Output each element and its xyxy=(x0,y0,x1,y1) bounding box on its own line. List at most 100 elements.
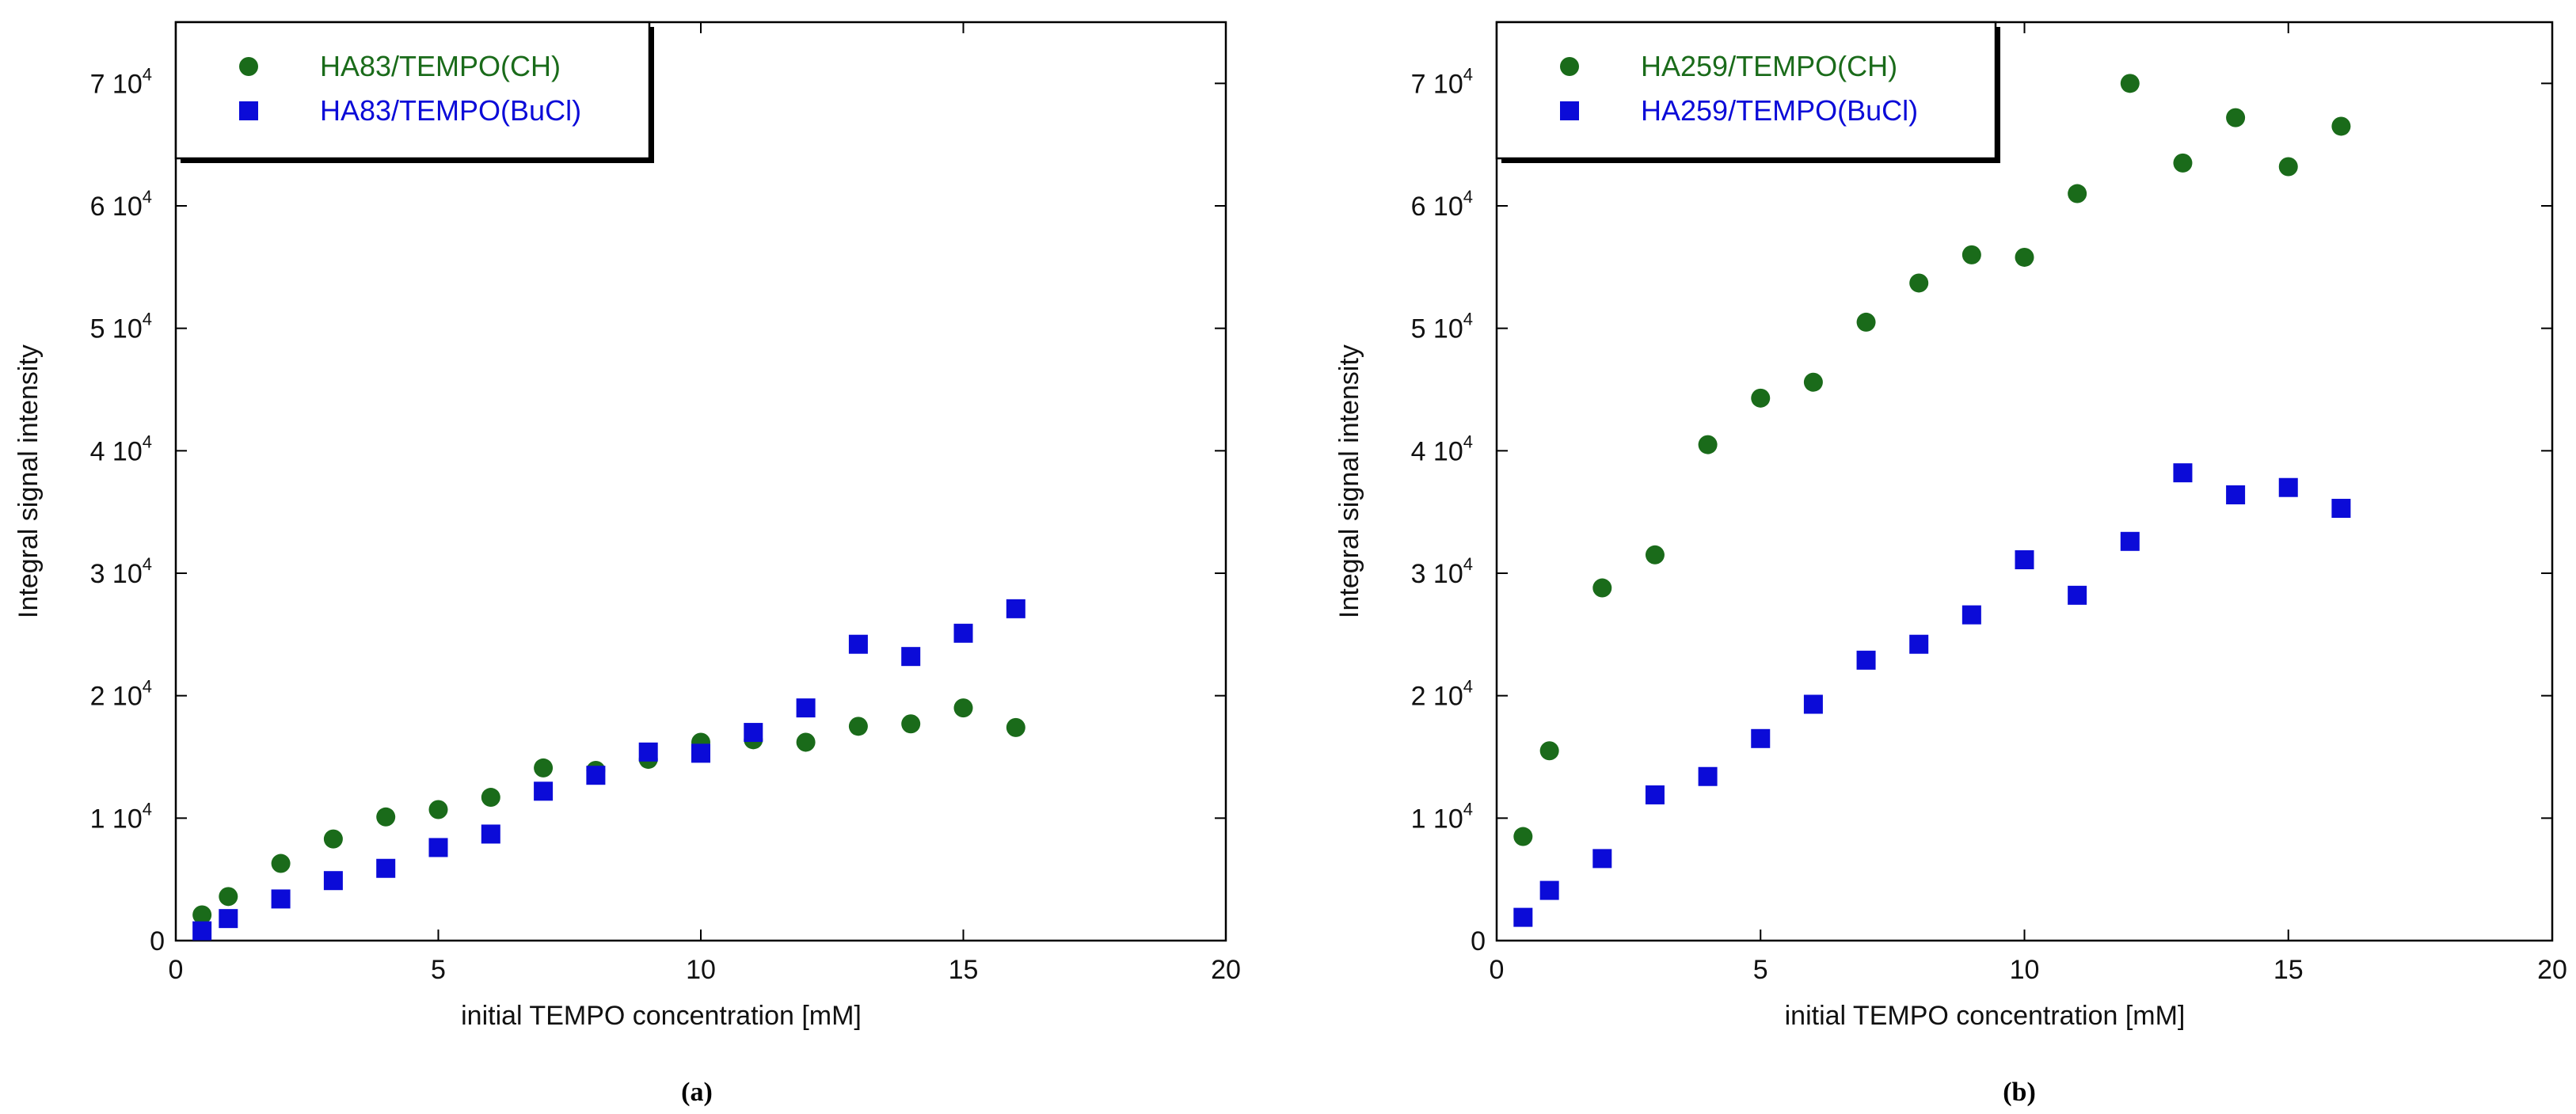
data-point xyxy=(1803,372,1823,392)
y-tick-label: 2 104 xyxy=(90,677,152,712)
legend-marker xyxy=(239,57,258,76)
data-point xyxy=(1592,578,1612,598)
data-point xyxy=(1006,717,1025,737)
y-tick-label: 6 104 xyxy=(90,187,152,222)
legend-marker xyxy=(1560,57,1579,76)
data-point xyxy=(1513,827,1533,846)
data-point xyxy=(1539,880,1559,900)
y-tick-label: 5 104 xyxy=(90,310,152,344)
data-point xyxy=(2068,585,2087,605)
legend-entry: HA83/TEMPO(BuCl) xyxy=(320,94,581,127)
x-tick-label: 20 xyxy=(1211,955,1241,985)
legend-entry: HA259/TEMPO(BuCl) xyxy=(1641,94,1918,127)
data-point xyxy=(1751,388,1771,408)
y-tick-label: 5 104 xyxy=(1411,310,1473,344)
data-point xyxy=(1698,435,1718,454)
data-point xyxy=(376,858,396,878)
data-point xyxy=(744,723,763,743)
y-axis-label: Integral signal intensity xyxy=(1334,344,1364,618)
data-point xyxy=(2068,184,2087,203)
data-point xyxy=(2331,499,2351,519)
data-point xyxy=(534,781,554,801)
data-point xyxy=(2226,108,2246,127)
data-point xyxy=(1856,312,1876,332)
data-point xyxy=(219,909,238,929)
data-point xyxy=(586,766,606,785)
data-point xyxy=(2015,247,2034,267)
series-square xyxy=(1513,463,2351,927)
data-point xyxy=(2120,74,2140,93)
data-point xyxy=(848,717,868,736)
data-point xyxy=(271,854,291,873)
y-tick-label: 1 104 xyxy=(1411,799,1473,834)
data-point xyxy=(848,634,868,654)
y-tick-label: 3 104 xyxy=(1411,554,1473,589)
data-point xyxy=(1961,245,1981,264)
data-point xyxy=(2120,531,2140,551)
data-point xyxy=(1856,650,1876,670)
data-point xyxy=(1909,273,1929,293)
data-point xyxy=(796,698,816,718)
y-tick-label: 1 104 xyxy=(90,799,152,834)
data-point xyxy=(481,824,500,844)
legend-entry: HA259/TEMPO(CH) xyxy=(1641,50,1897,82)
data-point xyxy=(192,921,212,941)
x-tick-label: 10 xyxy=(2010,955,2040,985)
data-point xyxy=(1909,634,1929,654)
data-point xyxy=(271,889,291,909)
data-point xyxy=(2278,477,2298,497)
y-tick-label: 3 104 xyxy=(90,554,152,589)
legend: HA259/TEMPO(CH) HA259/TEMPO(BuCl) xyxy=(1495,21,2000,163)
legend-box xyxy=(1495,21,1997,160)
y-tick-label: 4 104 xyxy=(1411,432,1473,466)
x-tick-label: 0 xyxy=(1490,955,1505,985)
data-point xyxy=(2015,549,2034,569)
data-point xyxy=(2278,157,2298,177)
data-point xyxy=(534,758,554,778)
data-point xyxy=(219,887,238,907)
legend: HA83/TEMPO(CH) HA83/TEMPO(BuCl) xyxy=(174,21,654,163)
x-tick-label: 15 xyxy=(949,955,979,985)
data-point xyxy=(691,743,710,763)
data-point xyxy=(1803,694,1823,714)
data-point xyxy=(638,742,658,762)
y-tick-label: 7 104 xyxy=(90,64,152,99)
data-point xyxy=(481,788,500,808)
y-axis-label: Integral signal intensity xyxy=(13,344,44,618)
y-tick-label: 0 xyxy=(150,926,165,956)
x-axis-label: initial TEMPO concentration [mM] xyxy=(1785,1001,2186,1031)
chart-panel-a: 0 5 10 15 20 0 1 104 2 104 3 104 4 104 5 104 6 104 7… xyxy=(13,21,1241,1107)
x-axis-label: initial TEMPO concentration [mM] xyxy=(461,1001,862,1031)
data-point xyxy=(953,698,973,718)
data-point xyxy=(953,623,973,643)
y-tick-label: 2 104 xyxy=(1411,677,1473,712)
data-point xyxy=(428,838,448,857)
legend-marker xyxy=(239,101,258,120)
data-point xyxy=(192,905,212,925)
data-point xyxy=(428,800,448,819)
legend-box xyxy=(174,21,651,160)
series-circle xyxy=(1513,74,2351,846)
data-point xyxy=(323,829,343,849)
data-point xyxy=(1961,605,1981,625)
x-tick-label: 15 xyxy=(2274,955,2304,985)
x-tick-label: 20 xyxy=(2537,955,2567,985)
data-point xyxy=(1006,599,1025,618)
legend-entry: HA83/TEMPO(CH) xyxy=(320,50,561,82)
figure-caption: (a) xyxy=(681,1078,713,1107)
data-point xyxy=(1539,741,1559,761)
data-point xyxy=(323,871,343,891)
data-point xyxy=(1698,766,1718,786)
y-tick-label: 4 104 xyxy=(90,432,152,466)
legend-marker xyxy=(1560,101,1579,120)
data-point xyxy=(376,807,396,827)
data-point xyxy=(2226,485,2246,505)
x-tick-label: 5 xyxy=(1753,955,1768,985)
data-point xyxy=(1645,785,1665,804)
series-circle xyxy=(192,698,1025,925)
data-point xyxy=(2331,116,2351,136)
x-tick-label: 10 xyxy=(686,955,716,985)
data-point xyxy=(1645,545,1665,565)
data-point xyxy=(796,732,816,752)
